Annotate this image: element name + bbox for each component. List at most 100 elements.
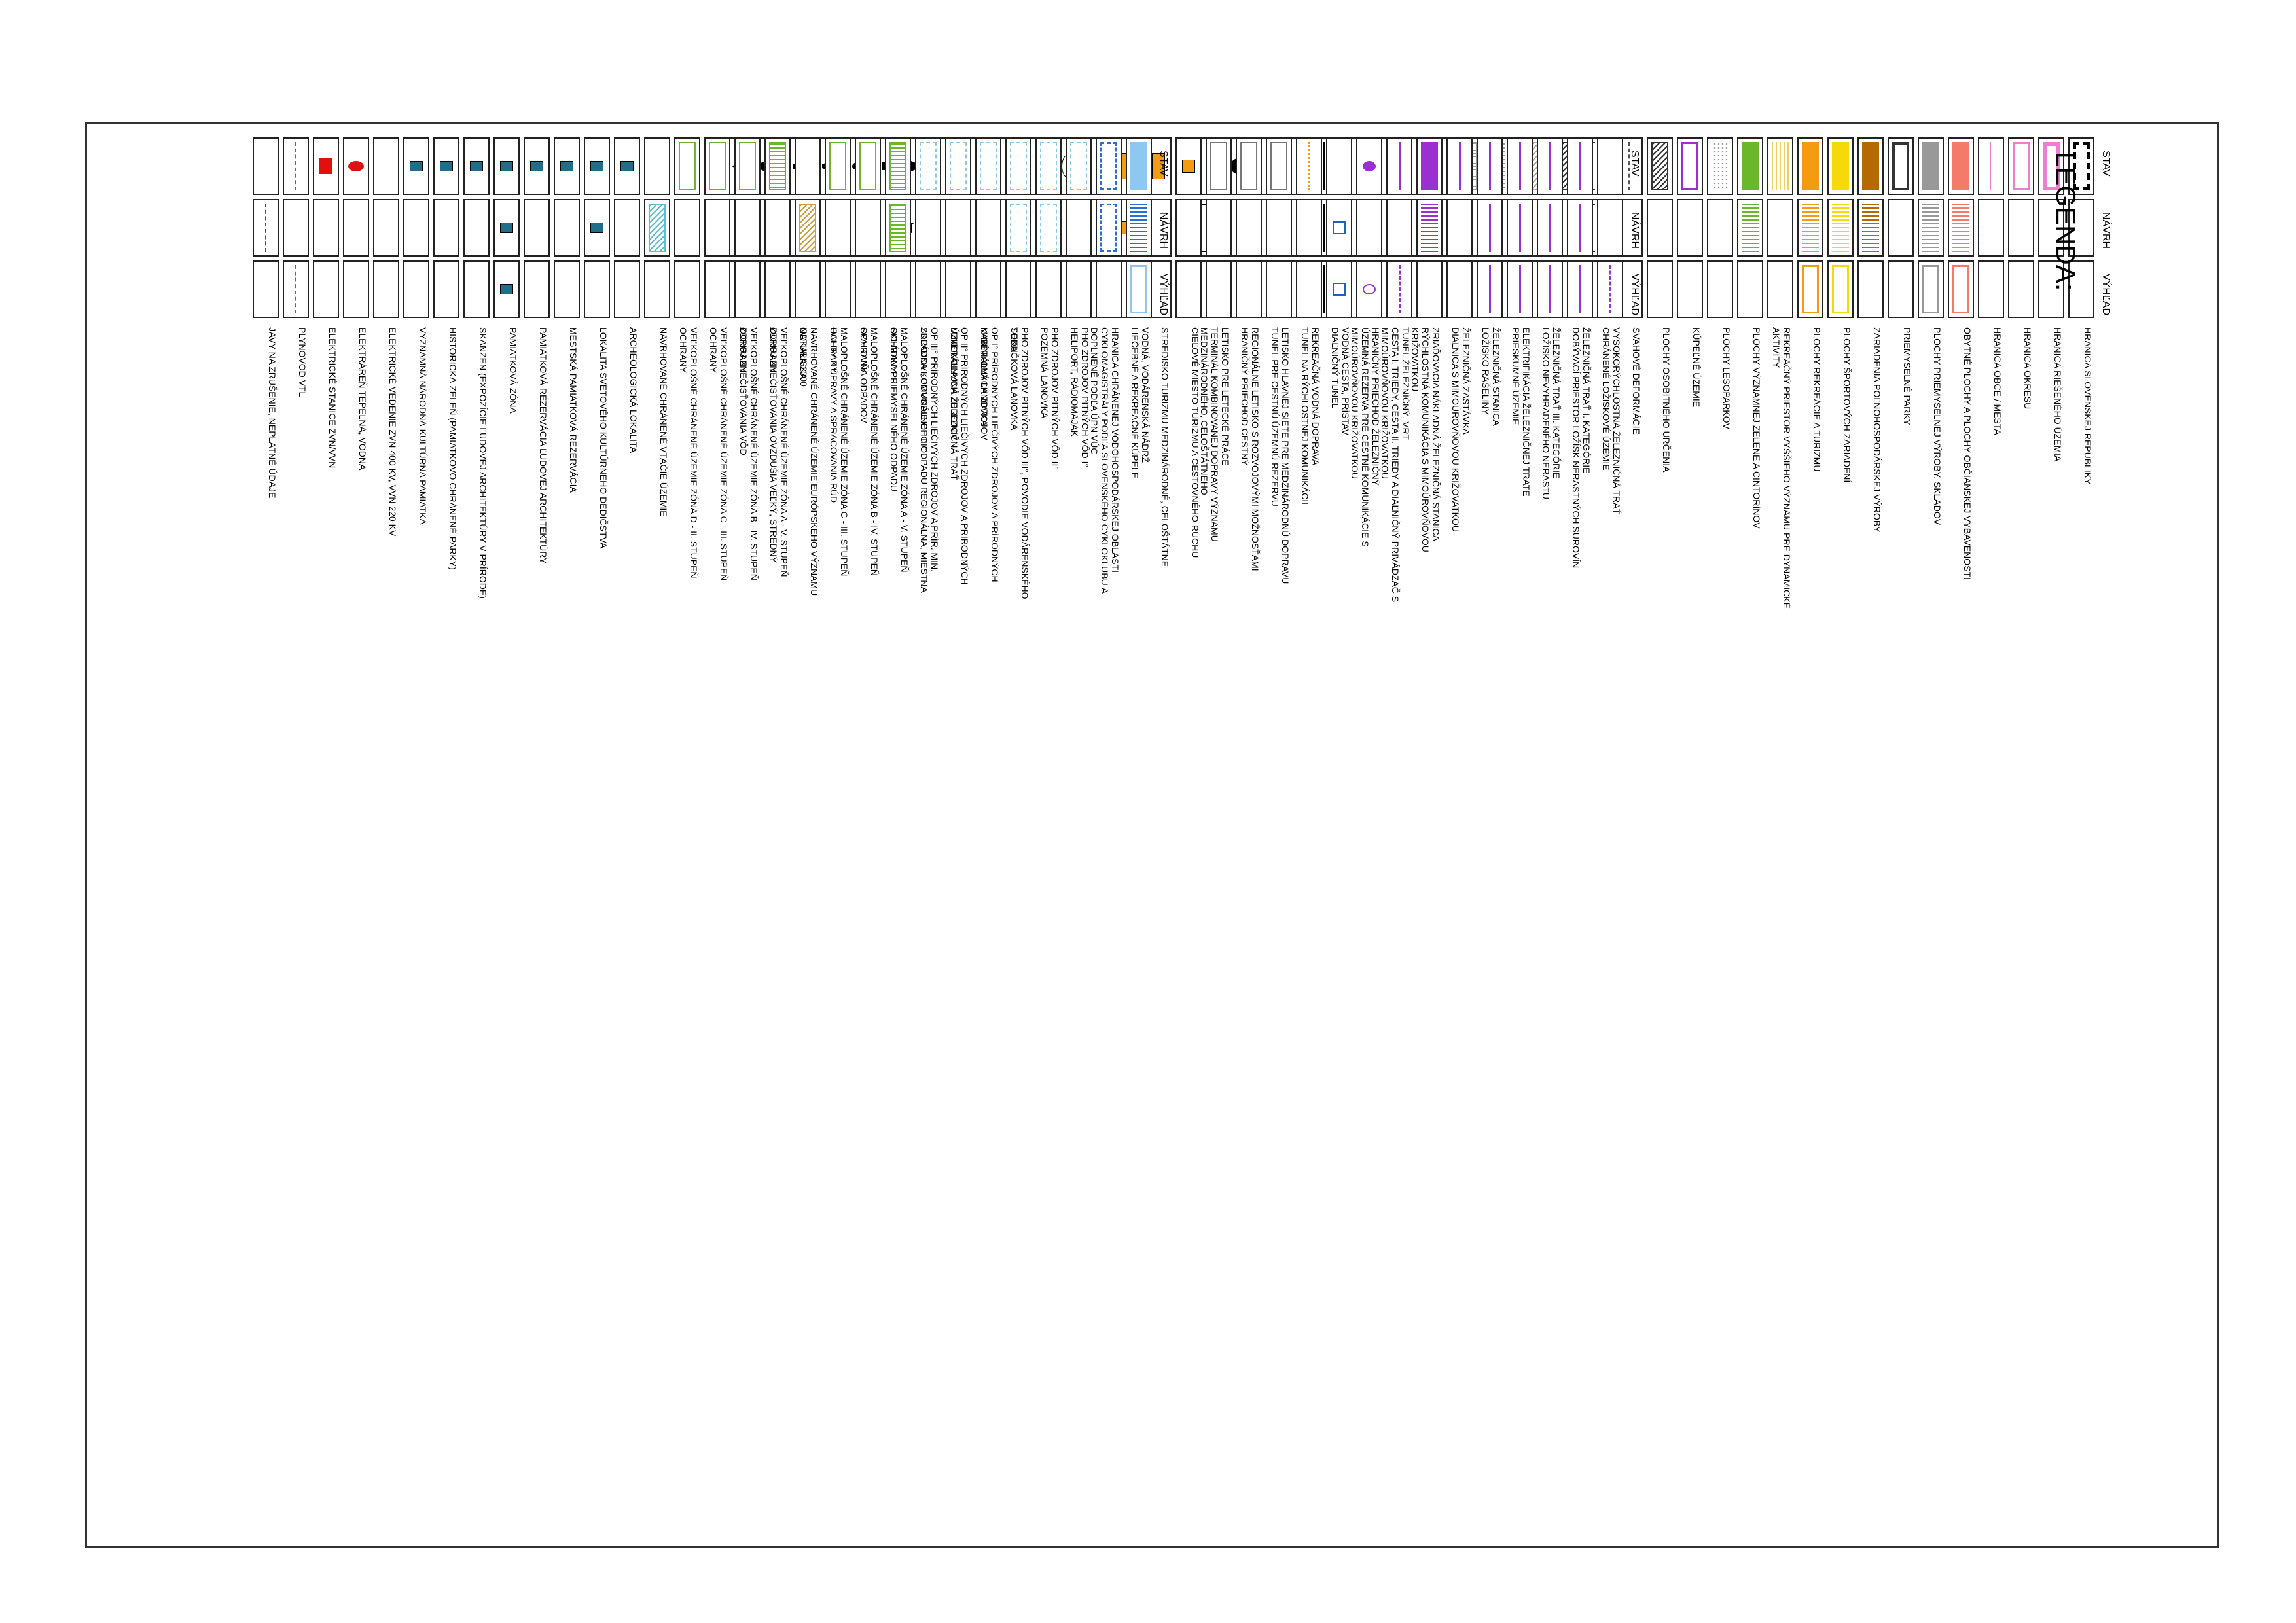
rail-station-symbol (1481, 265, 1491, 313)
legend-label: PHO ZDROJOV PITNÝCH VÔD II° (1050, 327, 1060, 470)
symbol-cell-stav (1537, 137, 1563, 195)
legend-row: VEĽKOPLOŠNÉ CHRÁNENÉ ÚZEMIE ZÓNA C - III… (696, 137, 730, 635)
symbol-cell-stav (644, 137, 670, 195)
protected-area (739, 142, 756, 190)
protection-zone-border (1040, 204, 1057, 252)
symbol-cell-stav (885, 137, 911, 195)
power-line-symbol (378, 204, 386, 252)
symbol-cell-navrh (734, 199, 761, 257)
legend-label: HRANICA CHRÁNENEJ VODOHOSPODÁRSKEJ OBLAS… (1110, 327, 1121, 573)
legend-label: PLOCHY REKREÁCIE A TURIZMU (1812, 327, 1822, 472)
symbol-cell-navrh (1507, 199, 1533, 257)
symbol-cell-vyhlad (674, 260, 700, 318)
cancelled-symbol (257, 204, 266, 252)
rail-symbol (1541, 204, 1551, 252)
water-area-border (1100, 142, 1117, 190)
legend-label: ŽELEZNIČNÁ ZASTÁVKA (1461, 327, 1471, 435)
symbol-cell-stav (1206, 137, 1232, 195)
heritage-icon (440, 161, 453, 171)
legend-label: PLOCHY PRIEMYSELNEJ VÝROBY, SKLADOV (1932, 327, 1943, 526)
legend-label: SVAHOVÉ DEFORMÁCIE (1631, 327, 1641, 435)
gray-hatch (1922, 204, 1939, 252)
symbol-cell-vyhlad (433, 260, 459, 318)
symbol-cell-vyhlad (1767, 260, 1793, 318)
legend-label: VYSOKORÝCHLOSTNÁ ŽELEZNIČNÁ TRAŤ (1611, 327, 1622, 515)
symbol-cell-vyhlad (1206, 260, 1232, 318)
legend-row: VEĽKOPLOŠNÉ CHRÁNENÉ ÚZEMIE ZÓNA A - V. … (757, 137, 791, 635)
legend-row: CIEĽOVÉ MIESTO TURIZMU A CESTOVNÉHO RUCH… (1168, 137, 1202, 635)
water-frame (1130, 265, 1147, 313)
symbol-cell-stav (1797, 137, 1823, 195)
symbol-cell-vyhlad (1567, 260, 1593, 318)
legend-row: LETISKO HLAVNEJ SIETE PRE MEDZINÁRODNÚ D… (1258, 137, 1292, 635)
yellow-frame (1832, 265, 1849, 313)
purple-frame (1681, 142, 1698, 190)
legend-label: VEĽKOPLOŠNÉ CHRÁNENÉ ÚZEMIE ZÓNA A - V. … (768, 327, 789, 577)
legend-row: PHO ZDROJOV PITNÝCH VÔD II° (1028, 137, 1062, 635)
symbol-cell-vyhlad (1707, 260, 1733, 318)
legend-row: ŽELEZNIČNÁ ZASTÁVKA (1439, 137, 1473, 635)
rail-dash-symbol (1602, 265, 1611, 313)
legend-row: VODNÁ, VODÁRENSKÁ NÁDRŽ (1118, 137, 1152, 635)
symbol-cell-stav (253, 137, 279, 195)
rail-symbol (1571, 265, 1581, 313)
symbol-cell-stav (674, 137, 700, 195)
legend-row: HRANICA CHRÁNENEJ VODOHOSPODÁRSKEJ OBLAS… (1088, 137, 1122, 635)
purple-hatch (1421, 204, 1438, 252)
heritage-icon (500, 284, 513, 294)
diagonal-hatch (1651, 142, 1668, 190)
legend-row: MALOPLOŠNÉ CHRÁNENÉ ÚZEMIE ZÓNA A - V. S… (877, 137, 911, 635)
symbol-cell-stav (554, 137, 580, 195)
symbol-cell-navrh (373, 199, 399, 257)
bird-area (649, 204, 666, 252)
legend-row: OBYTNÉ PLOCHY A PLOCHY OBČIANSKEJ VYBAVE… (1940, 137, 1974, 635)
protected-area-a (889, 204, 906, 252)
symbol-cell-navrh (1266, 199, 1292, 257)
legend-label: OP III° PRÍRODNÝCH LIEČIVÝCH ZDROJOV A P… (919, 327, 940, 573)
symbol-cell-vyhlad (1356, 260, 1382, 318)
symbol-cell-stav (1677, 137, 1703, 195)
rail-symbol (1391, 142, 1401, 190)
symbol-cell-navrh (704, 199, 730, 257)
brown-hatch (1862, 204, 1879, 252)
symbol-cell-stav (825, 137, 851, 195)
legend-row: PLOCHY PRIEMYSELNEJ VÝROBY, SKLADOV (1910, 137, 1944, 635)
protection-zone-border (1070, 142, 1087, 190)
symbol-cell-stav (1096, 137, 1122, 195)
dots-pattern (1712, 142, 1729, 190)
symbol-cell-navrh (1175, 199, 1202, 257)
symbol-cell-stav (313, 137, 339, 195)
legend-label: SKANZEN (EXPOZÍCIE ĽUDOVEJ ARCHITEKTÚRY … (478, 327, 488, 599)
symbol-cell-stav (1918, 137, 1944, 195)
header-navrh: NÁVRH (1629, 212, 1640, 249)
symbol-cell-stav (704, 137, 730, 195)
symbol-cell-stav (1236, 137, 1262, 195)
symbol-cell-vyhlad (855, 260, 881, 318)
symbol-cell-navrh (1005, 199, 1031, 257)
symbol-cell-stav (764, 137, 791, 195)
symbol-cell-vyhlad (1797, 260, 1823, 318)
symbol-cell-stav (1507, 137, 1533, 195)
protected-area (829, 142, 846, 190)
symbol-cell-stav (1356, 137, 1382, 195)
natura-area (799, 204, 816, 252)
symbol-cell-stav (945, 137, 971, 195)
legend-row: ELEKTRICKÉ STANICE ZVN/VVN (305, 137, 339, 635)
header-stav: STAV (1629, 151, 1640, 177)
symbol-cell-vyhlad (343, 260, 369, 318)
symbol-cell-stav (373, 137, 399, 195)
symbol-cell-vyhlad (1677, 260, 1703, 318)
header-navrh: NÁVRH (2100, 212, 2111, 249)
airport-icon (1240, 142, 1257, 190)
legend-row: VÝZNAMNÁ NÁRODNÁ KULTÚRNA PAMIATKA (395, 137, 429, 635)
port-icon (1333, 283, 1346, 296)
legend-row: MALOPLOŠNÉ CHRÁNENÉ ÚZEMIE ZÓNA C - III.… (817, 137, 851, 635)
symbol-cell-stav (1126, 137, 1152, 195)
legend-label: HRANICA OBCE / MESTA (1992, 327, 2003, 435)
legend-row: PRIEMYSELNÉ PARKY (1880, 137, 1914, 635)
symbol-cell-vyhlad (463, 260, 490, 318)
legend-row: VODNÁ CESTA, PRÍSTAV (1318, 137, 1352, 635)
legend-label: PHO ZDROJOV PITNÝCH VÔD I° (1080, 327, 1090, 468)
legend-row: PLOCHY OSOBITNÉHO URČENIA (1639, 137, 1673, 635)
protected-area-a (889, 142, 906, 190)
